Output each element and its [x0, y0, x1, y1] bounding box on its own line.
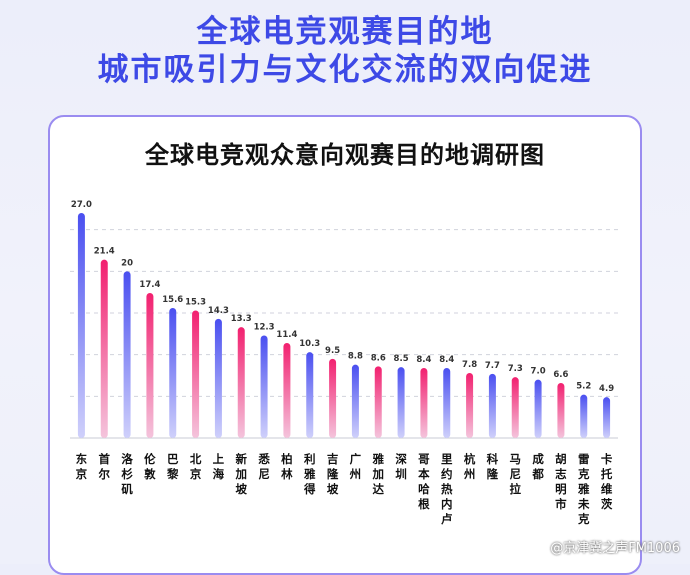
category-label-14: 雅加达 — [372, 452, 385, 496]
data-label-6: 15.3 — [185, 298, 206, 308]
data-label-23: 5.2 — [576, 382, 591, 392]
data-label-20: 7.3 — [508, 364, 523, 374]
bar-16 — [420, 368, 428, 438]
category-label-24: 卡托维茨 — [601, 452, 613, 511]
data-label-19: 7.7 — [485, 361, 500, 371]
category-label-23: 雷克雅未克 — [577, 452, 590, 526]
category-label-16: 哥本哈根 — [418, 452, 430, 511]
page-subtitle: 城市吸引力与文化交流的双向促进 — [97, 52, 593, 88]
bar-20 — [511, 377, 519, 438]
category-label-11: 利雅得 — [303, 452, 316, 496]
bar-22 — [557, 383, 565, 438]
data-label-10: 11.4 — [276, 330, 297, 340]
data-label-9: 12.3 — [254, 323, 275, 333]
data-label-22: 6.6 — [553, 370, 568, 380]
bar-4 — [146, 293, 154, 438]
data-label-15: 8.5 — [394, 354, 409, 364]
bar-17 — [443, 368, 451, 438]
bar-1 — [77, 213, 85, 438]
category-label-18: 杭州 — [463, 452, 476, 481]
category-label-2: 首尔 — [98, 452, 111, 481]
category-label-8: 新加坡 — [235, 452, 248, 496]
category-label-20: 马尼拉 — [510, 452, 522, 496]
data-label-7: 14.3 — [208, 306, 229, 316]
data-label-16: 8.4 — [416, 355, 431, 365]
bar-3 — [123, 271, 131, 438]
bar-11 — [306, 352, 314, 438]
category-label-17: 里约热内卢 — [441, 452, 453, 526]
data-label-5: 15.6 — [162, 295, 183, 305]
data-label-12: 9.5 — [325, 346, 340, 356]
bar-24 — [603, 397, 611, 438]
bar-8 — [237, 327, 245, 438]
category-label-9: 悉尼 — [257, 452, 270, 481]
bar-18 — [466, 373, 474, 438]
category-label-10: 柏林 — [281, 452, 293, 481]
data-label-13: 8.8 — [348, 352, 363, 362]
category-label-15: 深圳 — [395, 452, 407, 481]
bar-12 — [329, 358, 337, 438]
category-label-22: 胡志明市 — [555, 452, 567, 511]
bar-14 — [374, 366, 382, 438]
chart-title: 全球电竞观众意向观赛目的地调研图 — [145, 141, 545, 169]
bar-10 — [283, 343, 291, 438]
bar-13 — [351, 364, 359, 438]
category-label-4: 伦敦 — [144, 452, 156, 481]
data-label-2: 21.4 — [94, 247, 115, 257]
bar-19 — [488, 373, 496, 438]
category-label-5: 巴黎 — [167, 452, 179, 481]
bar-7 — [214, 318, 222, 438]
watermark: @京津冀之声FM1006 — [550, 541, 680, 556]
category-label-12: 吉隆坡 — [327, 452, 339, 496]
category-label-13: 广州 — [349, 452, 362, 481]
bar-2 — [100, 259, 108, 438]
data-label-11: 10.3 — [299, 339, 320, 349]
bar-23 — [580, 394, 588, 438]
data-label-21: 7.0 — [531, 367, 546, 377]
category-label-6: 北京 — [190, 452, 202, 481]
bar-21 — [534, 379, 542, 438]
category-label-1: 东京 — [76, 452, 88, 481]
data-label-14: 8.6 — [371, 353, 386, 363]
data-label-18: 7.8 — [462, 360, 477, 370]
data-label-17: 8.4 — [439, 355, 454, 365]
bar-5 — [169, 308, 177, 438]
category-label-21: 成都 — [531, 452, 544, 481]
bar-6 — [192, 310, 200, 438]
page-title: 全球电竞观赛目的地 — [196, 14, 494, 50]
data-label-8: 13.3 — [231, 314, 252, 324]
category-label-19: 科隆 — [487, 452, 499, 481]
data-label-3: 20 — [121, 258, 133, 268]
category-label-7: 上海 — [213, 452, 225, 481]
category-label-3: 洛杉矶 — [121, 452, 133, 496]
bar-15 — [397, 367, 405, 438]
data-label-1: 27.0 — [71, 200, 92, 210]
data-label-24: 4.9 — [599, 384, 614, 394]
bar-9 — [260, 335, 268, 438]
data-label-4: 17.4 — [139, 280, 160, 290]
